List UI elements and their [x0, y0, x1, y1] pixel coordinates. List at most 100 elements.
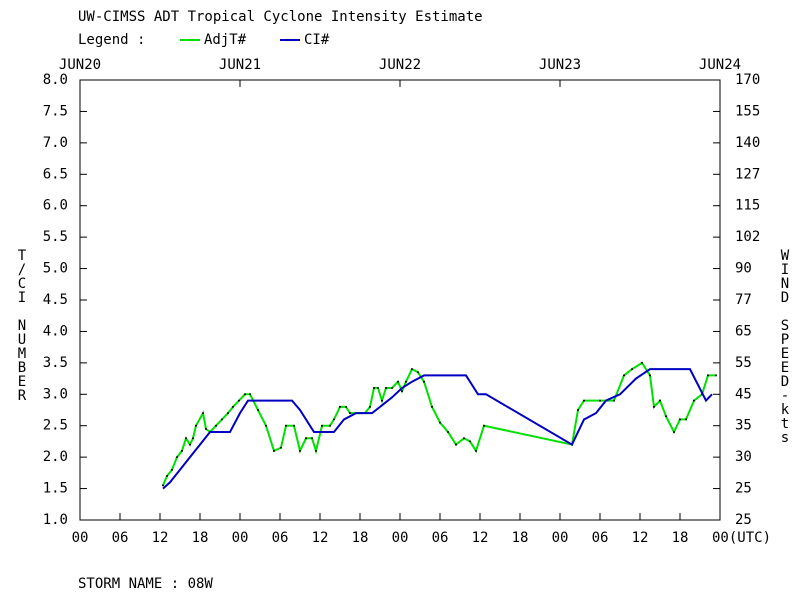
- point: [333, 418, 335, 421]
- point: [385, 387, 387, 389]
- point: [483, 424, 485, 427]
- point: [641, 361, 643, 364]
- point: [195, 424, 197, 427]
- point: [599, 399, 601, 402]
- y-tick-label: 4.0: [43, 323, 68, 339]
- point: [613, 399, 615, 402]
- point: [373, 387, 375, 389]
- point: [685, 418, 687, 421]
- point: [339, 405, 341, 408]
- x-tick-label: 18: [512, 530, 529, 546]
- point: [391, 387, 393, 389]
- y-tick-label: 7.0: [43, 135, 68, 151]
- point: [369, 405, 371, 408]
- point: [305, 437, 307, 440]
- point: [215, 424, 217, 427]
- top-x-tick-label: JUN22: [379, 57, 421, 73]
- top-x-tick-label: JUN23: [539, 57, 581, 73]
- y2-tick-label: 55: [735, 355, 752, 371]
- x-tick-label: 00(UTC): [712, 530, 771, 546]
- top-x-tick-label: JUN21: [219, 57, 261, 73]
- point: [315, 449, 317, 452]
- y2-tick-label: 170: [735, 72, 760, 88]
- y2-tick-label: 30: [735, 449, 752, 465]
- y-tick-label: 1.5: [43, 481, 68, 497]
- point: [381, 399, 383, 402]
- x-tick-label: 00: [392, 530, 409, 546]
- point: [631, 368, 633, 371]
- y-tick-label: 2.0: [43, 449, 68, 465]
- point: [321, 424, 323, 427]
- point: [397, 380, 399, 383]
- point: [171, 468, 173, 471]
- point: [227, 412, 229, 415]
- point: [299, 449, 301, 452]
- point: [417, 371, 419, 374]
- point: [166, 475, 168, 477]
- x-tick-label: 00: [552, 530, 569, 546]
- y2-axis-label: WIND SPEED-kts: [777, 248, 793, 444]
- x-tick-label: 00: [232, 530, 249, 546]
- point: [273, 449, 275, 452]
- x-tick-label: 12: [472, 530, 489, 546]
- point: [693, 399, 695, 402]
- y2-tick-label: 140: [735, 135, 760, 151]
- point: [405, 380, 407, 383]
- y-tick-label: 3.0: [43, 386, 68, 402]
- point: [238, 399, 240, 402]
- point: [205, 427, 207, 430]
- y2-tick-label: 65: [735, 323, 752, 339]
- point: [345, 405, 347, 408]
- footer: STORM NAME : 08W: [78, 576, 213, 592]
- point: [265, 424, 267, 427]
- y-tick-label: 7.5: [43, 103, 68, 119]
- chart-title: UW-CIMSS ADT Tropical Cyclone Intensity …: [78, 9, 483, 25]
- x-tick-label: 12: [312, 530, 329, 546]
- point: [673, 431, 675, 433]
- point: [463, 437, 465, 440]
- y-tick-label: 5.5: [43, 229, 68, 245]
- legend-label: Legend :: [78, 32, 145, 48]
- point: [439, 421, 441, 424]
- x-tick-label: 18: [672, 530, 689, 546]
- y2-tick-label: 25: [735, 512, 752, 528]
- point: [329, 424, 331, 427]
- point: [649, 374, 651, 377]
- point: [411, 368, 413, 371]
- point: [447, 431, 449, 433]
- x-tick-label: 00: [72, 530, 89, 546]
- y2-tick-label: 127: [735, 166, 760, 182]
- y-axis-label: T/CI NUMBER: [14, 248, 30, 402]
- y-tick-label: 1.0: [43, 512, 68, 528]
- y2-tick-label: 35: [735, 418, 752, 434]
- point: [659, 399, 661, 402]
- y2-tick-label: 90: [735, 261, 752, 277]
- point: [202, 412, 204, 415]
- point: [401, 390, 403, 393]
- point: [665, 415, 667, 418]
- point: [244, 393, 246, 396]
- point: [653, 405, 655, 408]
- top-x-tick-label: JUN20: [59, 57, 101, 73]
- point: [280, 446, 282, 449]
- point: [249, 393, 251, 396]
- top-x-tick-label: JUN24: [699, 57, 741, 73]
- point: [221, 418, 223, 421]
- point: [583, 399, 585, 402]
- point: [162, 484, 164, 487]
- point: [349, 412, 351, 415]
- point: [577, 409, 579, 411]
- y-tick-label: 2.5: [43, 418, 68, 434]
- point: [189, 443, 191, 446]
- y-tick-label: 8.0: [43, 72, 68, 88]
- point: [176, 456, 178, 459]
- y2-tick-label: 25: [735, 481, 752, 497]
- x-tick-label: 12: [632, 530, 649, 546]
- point: [455, 443, 457, 446]
- y2-tick-label: 155: [735, 103, 760, 119]
- x-tick-label: 12: [152, 530, 169, 546]
- y2-tick-label: 77: [735, 292, 752, 308]
- legend-entry: CI#: [304, 32, 330, 48]
